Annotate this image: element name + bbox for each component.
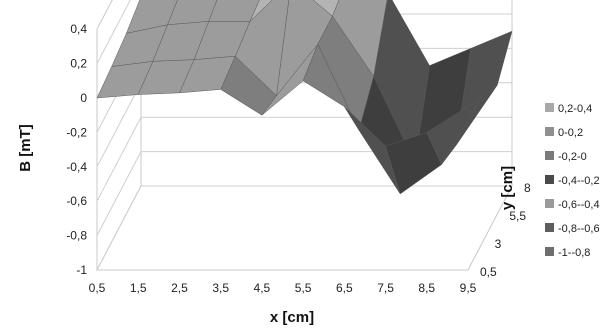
legend-label: -1--0,8 <box>558 247 590 259</box>
surface-patch <box>426 95 483 166</box>
x-tick-label: 7,5 <box>377 281 394 295</box>
x-tick-label: 3,5 <box>212 281 229 295</box>
legend-label: -0,6--0,4 <box>558 199 600 211</box>
legend-swatch <box>545 199 554 208</box>
z-gridline <box>96 185 512 271</box>
legend-swatch <box>545 151 554 160</box>
legend: 0,2-0,4 0-0,2 -0,2-0 -0,4--0,2 -0,6--0,4 -0,8… <box>545 103 600 259</box>
legend-label: 0-0,2 <box>558 127 583 139</box>
z-gridline <box>96 0 131 64</box>
z-axis-title: B [mT] <box>17 124 34 172</box>
y-tick-label: 0,5 <box>480 265 497 279</box>
x-axis-title: x [cm] <box>270 309 314 326</box>
x-tick-label: 0,5 <box>89 281 106 295</box>
legend-swatch <box>545 127 554 136</box>
legend-label: 0,2-0,4 <box>558 103 592 115</box>
legend-swatch <box>545 247 554 256</box>
x-tick-label: 5,5 <box>295 281 312 295</box>
x-tick-label: 2,5 <box>171 281 188 295</box>
z-tick-label: 0,2 <box>70 57 87 71</box>
legend-swatch <box>545 103 554 112</box>
z-tick-label: -0,2 <box>66 125 87 139</box>
z-axis-ticks: 0,4 0,2 0 -0,2 -0,4 -0,6 -0,8 -1 <box>66 22 87 277</box>
legend-label: -0,4--0,2 <box>558 175 600 187</box>
y-tick-label: 3 <box>495 237 502 251</box>
x-tick-label: 8,5 <box>418 281 435 295</box>
z-gridline <box>96 0 113 30</box>
y-axis-title: y [cm] <box>499 166 516 210</box>
x-tick-label: 1,5 <box>130 281 147 295</box>
x-axis-ticks: 0,5 1,5 2,5 3,5 4,5 5,5 6,5 7,5 8,5 9,5 <box>89 281 477 295</box>
legend-label: -0,8--0,6 <box>558 223 600 235</box>
floor <box>96 185 513 271</box>
legend-swatch <box>545 223 554 232</box>
x-tick-label: 4,5 <box>254 281 271 295</box>
legend-label: -0,2-0 <box>558 151 587 163</box>
legend-swatch <box>545 175 554 184</box>
y-axis-ticks: 8 5,5 3 0,5 <box>480 181 531 279</box>
z-tick-label: -0,6 <box>66 194 87 208</box>
z-tick-label: 0,4 <box>70 22 87 36</box>
y-tick-label: 8 <box>524 181 531 195</box>
z-tick-label: -1 <box>76 263 87 277</box>
y-tick-label: 5,5 <box>509 209 526 223</box>
surface-plot <box>96 0 513 195</box>
x-tick-label: 9,5 <box>460 281 477 295</box>
x-tick-label: 6,5 <box>336 281 353 295</box>
z-tick-label: 0 <box>80 91 87 105</box>
z-tick-label: -0,8 <box>66 229 87 243</box>
z-tick-label: -0,4 <box>66 160 87 174</box>
